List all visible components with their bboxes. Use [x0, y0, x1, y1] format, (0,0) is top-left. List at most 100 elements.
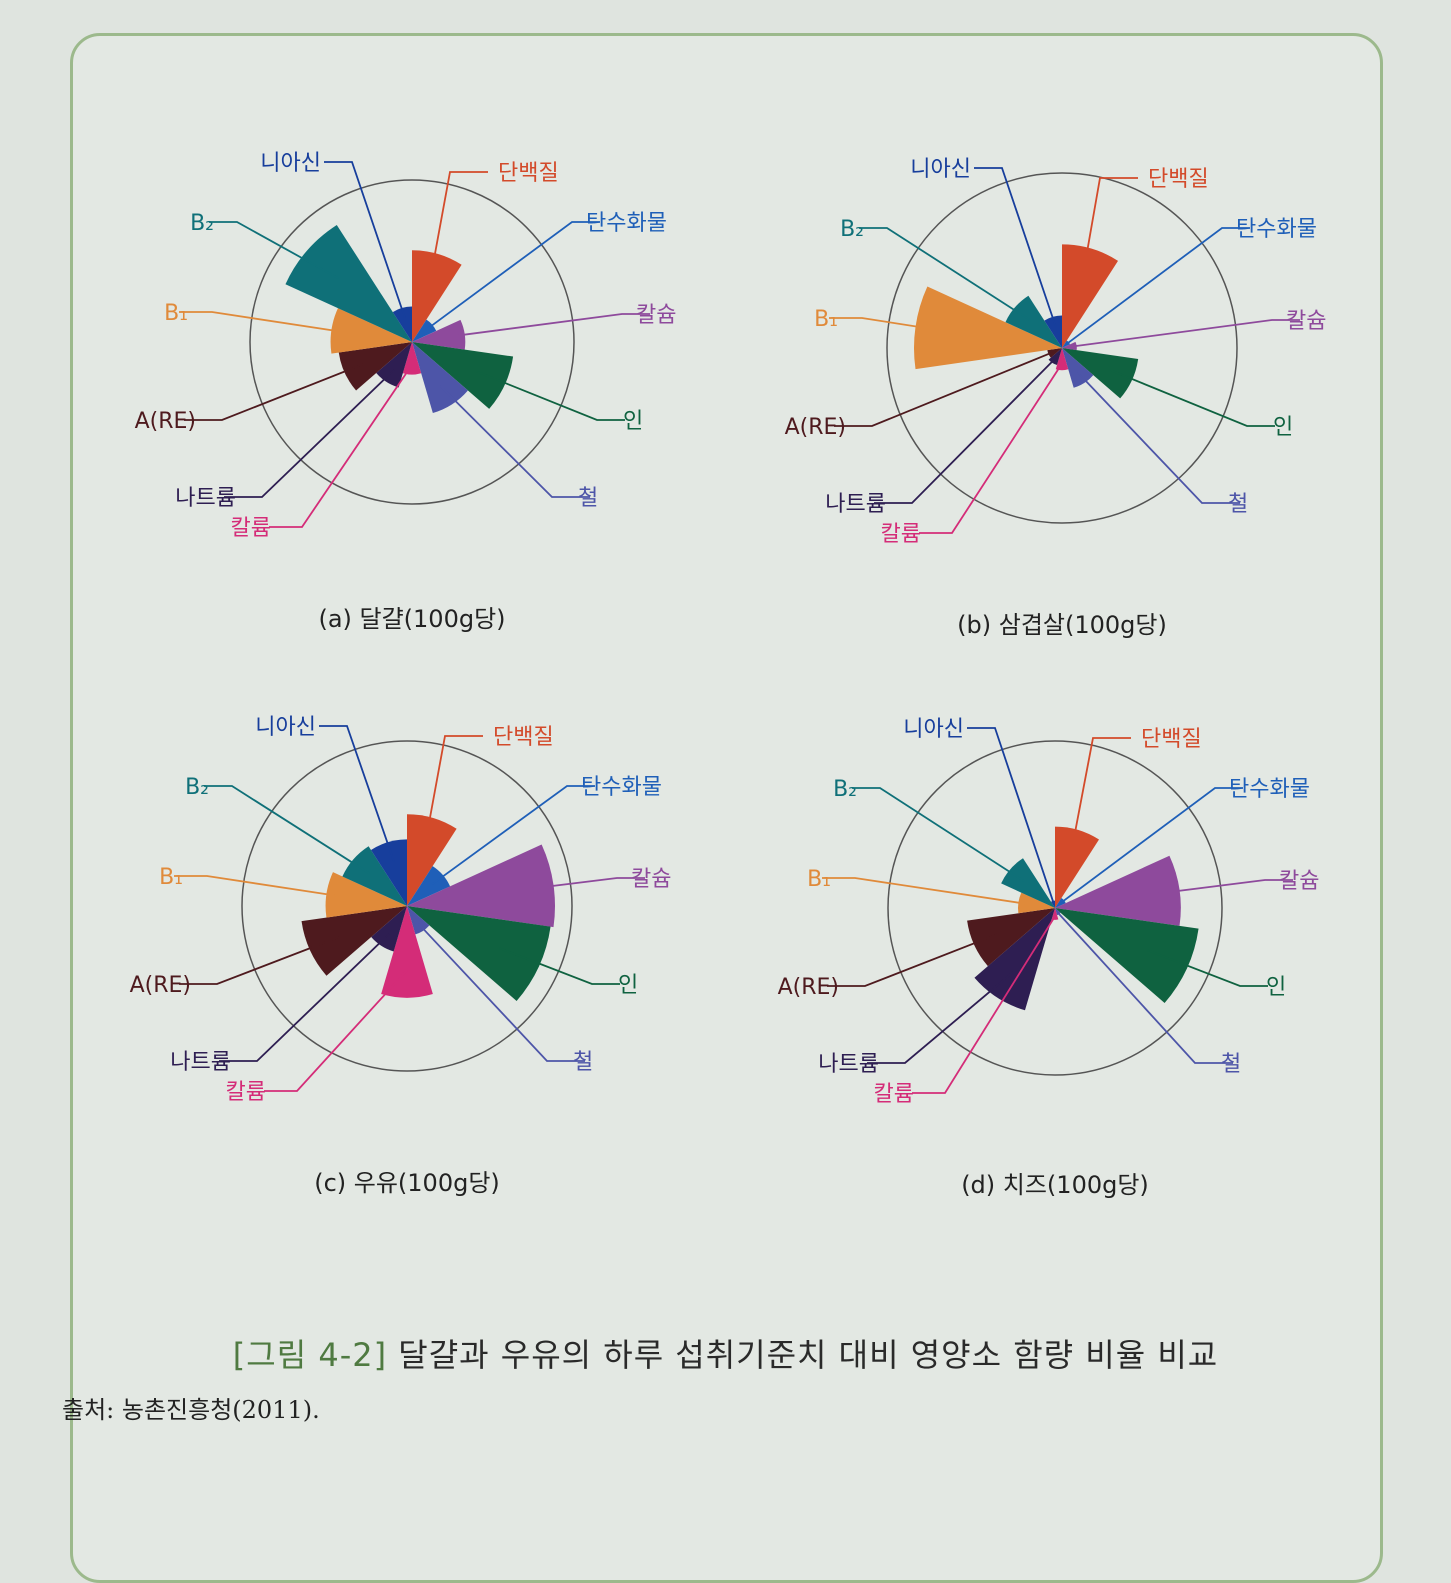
label-protein: 단백질 — [1148, 167, 1209, 192]
outer-ring — [241, 740, 573, 1072]
label-sodium: 나트륨 — [170, 1050, 231, 1075]
label-vitamin-a: A(RE) — [135, 409, 196, 434]
wedge-phosphorus — [407, 906, 551, 1001]
wedge-sodium — [376, 342, 412, 388]
leader-carbohydrate — [431, 785, 595, 886]
label-b1: B₁ — [159, 865, 183, 890]
label-sodium: 나트륨 — [818, 1052, 879, 1077]
leader-b2 — [204, 785, 370, 875]
label-b1: B₁ — [807, 867, 831, 892]
wedge-b2 — [342, 846, 407, 906]
wedge-phosphorus — [1055, 908, 1199, 1003]
wedge-iron — [412, 342, 468, 414]
label-potassium: 칼륨 — [231, 516, 271, 541]
wedge-carbohydrate — [407, 866, 451, 906]
chart-title: (c) 우유(100g당) — [314, 1169, 500, 1197]
leader-protein — [1070, 737, 1131, 854]
wedge-b2 — [285, 224, 412, 342]
label-niacin: 니아신 — [903, 717, 964, 742]
wedge-niacin — [392, 306, 412, 342]
wedge-b1 — [325, 872, 407, 918]
leader-vitamin-a — [834, 351, 1053, 427]
leader-niacin — [319, 725, 395, 862]
label-protein: 단백질 — [498, 161, 559, 186]
wedge-calcium — [407, 844, 556, 928]
wedge-protein — [407, 814, 457, 906]
wedge-vitamin-a — [967, 908, 1055, 967]
outer-ring — [249, 179, 575, 505]
wedge-vitamin-a — [338, 342, 412, 391]
label-potassium: 칼륨 — [226, 1080, 266, 1105]
leader-potassium — [269, 364, 413, 528]
wedge-calcium — [1062, 341, 1077, 351]
leader-vitamin-a — [827, 932, 999, 987]
label-b2: B₂ — [190, 211, 214, 236]
wedge-niacin — [1044, 315, 1062, 348]
wedge-calcium — [412, 319, 466, 350]
label-vitamin-a: A(RE) — [130, 973, 191, 998]
caption-text: 달걀과 우유의 하루 섭취기준치 대비 영양소 함량 비율 비교 — [398, 1336, 1219, 1374]
label-phosphorus: 인 — [623, 409, 643, 434]
leader-b1 — [822, 877, 1030, 906]
wedge-carbohydrate — [412, 319, 437, 342]
label-niacin: 니아신 — [255, 715, 316, 740]
label-vitamin-a: A(RE) — [778, 975, 839, 1000]
wedge-niacin — [370, 839, 407, 906]
wedge-potassium — [402, 342, 422, 375]
label-calcium: 칼슘 — [1286, 309, 1326, 334]
label-iron: 철 — [578, 486, 598, 511]
wedge-phosphorus — [1062, 348, 1139, 399]
label-iron: 철 — [1228, 492, 1248, 517]
leader-phosphorus — [1110, 369, 1275, 427]
leader-phosphorus — [476, 370, 625, 421]
label-potassium: 칼륨 — [874, 1082, 914, 1107]
leader-niacin — [324, 161, 406, 319]
leader-niacin — [974, 167, 1057, 327]
wedge-protein — [412, 250, 462, 342]
leader-sodium — [874, 357, 1056, 504]
outer-ring — [886, 172, 1238, 524]
label-carbohydrate: 탄수화물 — [1236, 217, 1317, 242]
wedge-sodium — [371, 906, 407, 952]
leader-protein — [1081, 177, 1138, 279]
label-phosphorus: 인 — [618, 973, 638, 998]
wedge-vitamin-a — [301, 906, 407, 976]
label-niacin: 니아신 — [910, 157, 971, 182]
leader-potassium — [264, 969, 408, 1092]
label-protein: 단백질 — [493, 725, 554, 750]
wedge-iron — [1062, 348, 1094, 388]
figure-frame — [70, 33, 1383, 1583]
label-phosphorus: 인 — [1273, 415, 1293, 440]
label-carbohydrate: 탄수화물 — [581, 775, 662, 800]
label-iron: 철 — [1221, 1052, 1241, 1077]
label-calcium: 칼슘 — [631, 867, 671, 892]
leader-potassium — [912, 915, 1056, 1094]
leader-iron — [1057, 912, 1233, 1064]
leader-b2 — [209, 221, 339, 280]
leader-vitamin-a — [179, 936, 340, 985]
leader-protein — [424, 735, 483, 845]
leader-b2 — [859, 227, 1030, 321]
leader-iron — [439, 384, 590, 498]
leader-sodium — [224, 369, 395, 498]
leader-phosphorus — [1147, 949, 1268, 987]
label-b1: B₁ — [164, 301, 188, 326]
leader-b1 — [174, 875, 351, 899]
leader-sodium — [219, 933, 390, 1062]
leader-calcium — [1072, 319, 1300, 348]
source-note: 출처: 농촌진흥청(2011). — [62, 1396, 320, 1424]
figure-caption: [그림 4-2] 달걀과 우유의 하루 섭취기준치 대비 영양소 함량 비율 비… — [0, 1330, 1451, 1376]
wedge-niacin — [1050, 900, 1055, 908]
outer-ring — [887, 740, 1223, 1076]
chart-title: (a) 달걀(100g당) — [318, 605, 505, 633]
label-phosphorus: 인 — [1266, 975, 1286, 1000]
leader-niacin — [967, 727, 1055, 903]
wedge-vitamin-a — [1047, 348, 1062, 358]
wedge-calcium — [1055, 855, 1181, 926]
label-sodium: 나트륨 — [175, 486, 236, 511]
leader-iron — [417, 922, 585, 1062]
wedge-phosphorus — [412, 342, 514, 409]
label-b1: B₁ — [814, 307, 838, 332]
leader-iron — [1077, 371, 1240, 504]
